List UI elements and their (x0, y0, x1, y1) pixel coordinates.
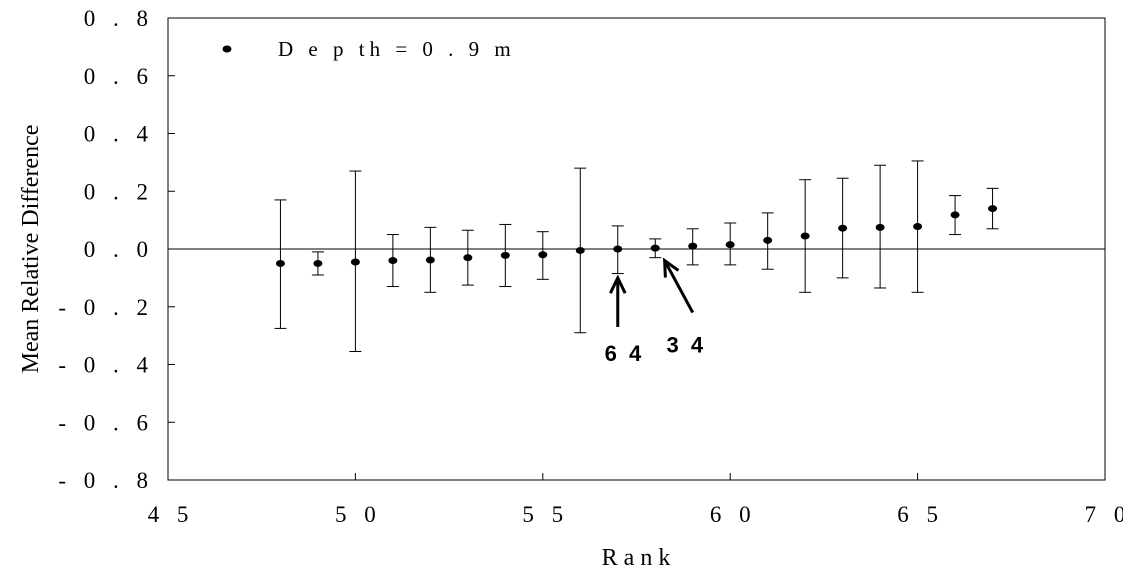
legend-label: D e p th = 0 . 9 m (278, 37, 516, 61)
data-point (875, 223, 885, 231)
data-point (613, 245, 623, 253)
data-point (650, 244, 660, 252)
annotation-label: 6 4 (605, 341, 645, 366)
data-point (313, 259, 323, 267)
legend: D e p th = 0 . 9 m (222, 37, 516, 61)
annotations: 6 4 3 4 (605, 257, 706, 366)
data-point (425, 256, 435, 264)
data-point (688, 242, 698, 250)
annotation-arrow-shaft (663, 259, 695, 314)
data-point (350, 258, 360, 266)
x-axis: 4 5 5 0 5 5 6 0 6 5 7 0 (148, 473, 1123, 527)
data-point (275, 259, 285, 267)
y-axis: 0 . 8 0 . 6 0 . 4 0 . 2 0 . 0 - 0 . 2 - 0 . 4 -… (58, 6, 175, 493)
y-tick-label: 0 . 4 (84, 122, 154, 147)
y-tick-label: - 0 . 2 (58, 295, 154, 320)
x-tick-label: 6 5 (897, 502, 944, 527)
data-point (838, 224, 848, 232)
legend-marker (222, 45, 232, 53)
x-tick-label: 7 0 (1085, 502, 1123, 527)
x-axis-title: R a n k (602, 545, 671, 571)
data-point (388, 257, 398, 265)
error-bars (274, 160, 999, 353)
data-point (725, 241, 735, 249)
x-tick-label: 6 0 (710, 502, 757, 527)
x-tick-label: 4 5 (148, 502, 195, 527)
y-axis-title: Mean Relative Difference (18, 125, 44, 374)
data-point (800, 232, 810, 240)
annotation-arrow-head (609, 274, 627, 294)
y-tick-label: - 0 . 4 (58, 353, 154, 378)
data-point (950, 211, 960, 219)
data-point (463, 254, 473, 262)
annotation-label: 3 4 (666, 332, 706, 357)
data-point (575, 246, 585, 254)
y-tick-label: 0 . 6 (84, 64, 154, 89)
data-point (913, 222, 923, 230)
data-point (763, 236, 773, 244)
y-tick-label: 0 . 2 (84, 179, 154, 204)
y-tick-label: 0 . 0 (84, 237, 154, 262)
y-tick-label: - 0 . 6 (58, 410, 154, 435)
y-tick-label: - 0 . 8 (58, 468, 154, 493)
x-tick-label: 5 5 (522, 502, 569, 527)
annotation-arrow-head (662, 257, 680, 278)
data-point (988, 205, 998, 213)
data-point (538, 251, 548, 259)
y-tick-label: 0 . 8 (84, 6, 154, 31)
data-points (275, 205, 998, 267)
x-tick-label: 5 0 (335, 502, 382, 527)
data-point (500, 251, 510, 259)
